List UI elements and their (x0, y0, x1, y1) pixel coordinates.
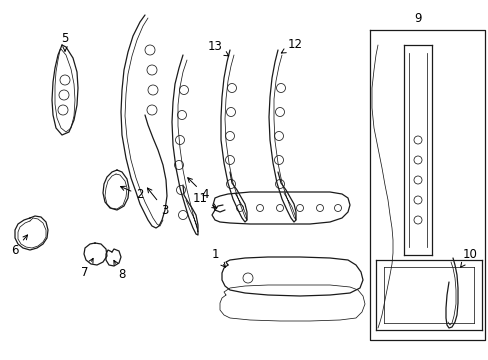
Text: 8: 8 (114, 260, 125, 282)
Text: 4: 4 (187, 178, 208, 202)
Text: 11: 11 (192, 192, 216, 208)
Text: 1: 1 (211, 248, 225, 267)
Text: 12: 12 (281, 39, 302, 53)
Text: 3: 3 (147, 188, 168, 216)
Text: 7: 7 (81, 258, 93, 279)
Text: 5: 5 (61, 31, 68, 51)
Text: 10: 10 (460, 248, 476, 267)
Text: 2: 2 (121, 186, 143, 202)
Text: 13: 13 (207, 40, 228, 56)
Text: 9: 9 (413, 12, 421, 24)
Text: 6: 6 (11, 235, 27, 256)
